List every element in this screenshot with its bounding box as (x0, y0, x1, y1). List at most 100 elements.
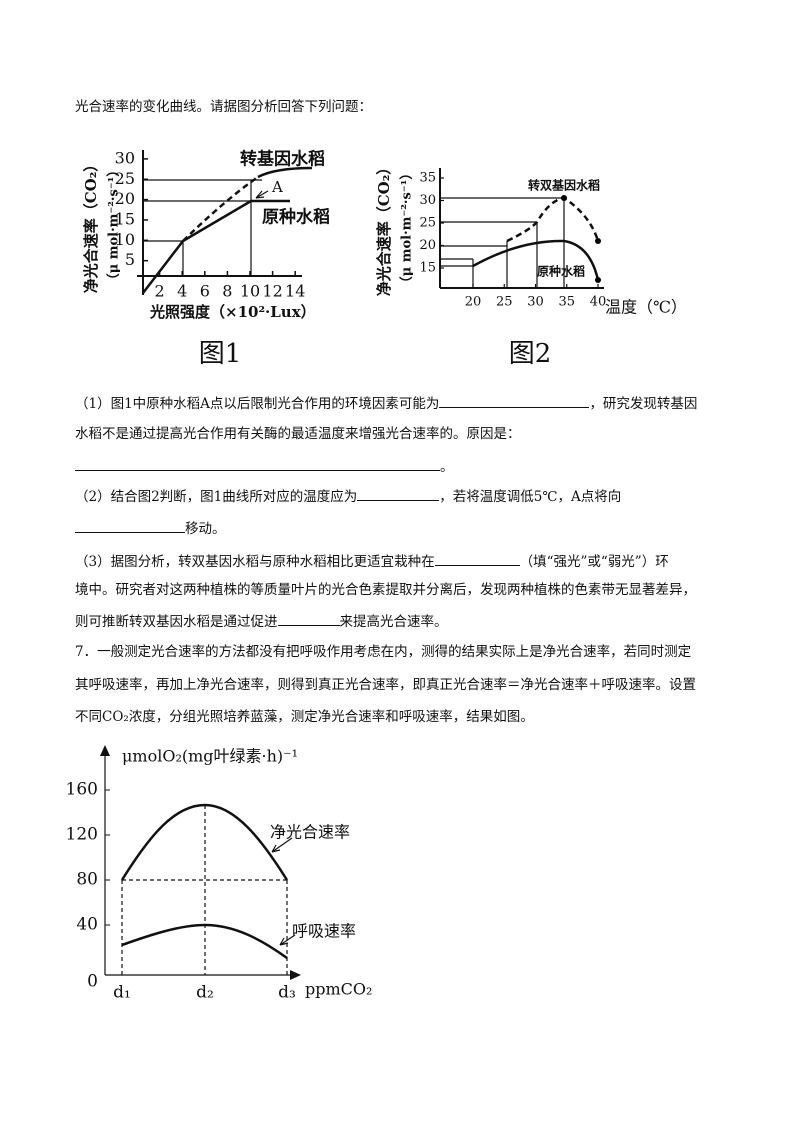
caption: 图1 (199, 339, 242, 369)
curve-label: 呼吸速率 (292, 922, 356, 941)
text: 不同CO₂浓度，分组光照培养蓝藻，测定净光合速率和呼吸速率，结果如图。 (75, 709, 534, 725)
text-line: （1）图1中原种水稻A点以后限制光合作用的环境因素可能为 ，研究发现转基因 (75, 393, 697, 413)
curve-original (472, 239, 600, 281)
text: （1）图1中原种水稻A点以后限制光合作用的环境因素可能为 (75, 396, 440, 412)
text-line: 境中。研究者对这两种植株的等质量叶片的光合色素提取并分离后，发现两种植株的色素带… (75, 581, 696, 599)
y-tick-label: 25 (419, 216, 436, 231)
x-tick-label: d₁ (113, 983, 131, 1003)
y-axis-unit: （μ mol·m⁻²·s⁻¹） (399, 167, 415, 290)
x-tick-label: 14 (285, 282, 305, 301)
curve-label: 转基因水稻 (240, 149, 325, 170)
x-tick-label: 2 (155, 282, 165, 301)
curve-label: 净光合速率 (270, 823, 350, 842)
text: （2）结合图2判断，图1曲线所对应的温度应为 (75, 489, 358, 505)
point (595, 238, 601, 244)
figure-3: μmolO₂(mg叶绿素·h)⁻¹ ppmCO₂ 净光合速率 呼吸速率 160 1… (66, 745, 372, 1003)
curve-label: 转双基因水稻 (528, 178, 600, 193)
x-tick-label: d₂ (196, 983, 214, 1003)
y-axis-label: μmolO₂(mg叶绿素·h)⁻¹ (122, 747, 298, 766)
x-tick-label: 6 (200, 282, 210, 301)
caption: 图2 (509, 339, 552, 369)
text: 7．一般测定光合速率的方法都没有把呼吸作用考虑在内，测得的结果实际上是净光合速率… (75, 644, 692, 660)
x-tick-label: 10 (240, 282, 260, 301)
text-line: （3）据图分析，转双基因水稻与原种水稻相比更适宜栽种在 （填“强光”或“弱光”）环 (75, 551, 669, 571)
y-tick-label: 0 (87, 972, 98, 992)
y-tick-label: 15 (115, 209, 135, 228)
text-line: （2）结合图2判断，图1曲线所对应的温度应为 ，若将温度调低5℃，A点将向 (75, 486, 621, 506)
text-line: 7．一般测定光合速率的方法都没有把呼吸作用考虑在内，测得的结果实际上是净光合速率… (75, 643, 691, 661)
curve-transgenic (182, 175, 259, 242)
arrow-head (290, 970, 301, 980)
text: 境中。研究者对这两种植株的等质量叶片的光合色素提取并分离后，发现两种植株的色素带… (75, 582, 696, 598)
y-tick-label: 20 (115, 189, 135, 208)
figure-2: 净光合速率（CO₂） （μ mol·m⁻²·s⁻¹） 转双基因水稻 原种水稻 温… (375, 160, 687, 369)
curve-transgenic (257, 166, 313, 179)
blank (439, 393, 590, 408)
blank (357, 486, 440, 501)
curve-label: 原种水稻 (262, 207, 330, 228)
text-line: 不同CO₂浓度，分组光照培养蓝藻，测定净光合速率和呼吸速率，结果如图。 (75, 708, 534, 726)
x-tick-label: d₃ (278, 983, 296, 1003)
text-line: 。 (75, 456, 454, 476)
y-tick-label: 30 (419, 193, 436, 208)
y-axis-unit: （μ mol·m⁻²·s⁻¹） (106, 164, 122, 287)
text: （填“强光”或“弱光”）环 (519, 554, 669, 570)
curve-net (120, 803, 289, 881)
curve-transgenic (506, 196, 600, 243)
text-line: 其呼吸速率，再加上净光合速率，则得到真正光合速率，即真正光合速率＝净光合速率＋呼… (75, 676, 696, 694)
x-tick-label: 20 (465, 295, 482, 310)
blank (434, 551, 520, 566)
y-tick-label: 80 (76, 870, 98, 890)
y-tick-label: 35 (419, 171, 436, 186)
figure-1: 净光合速率（CO₂） （μ mol·m⁻²·s⁻¹） 转基因水稻 A 原种水稻 … (82, 148, 330, 369)
y-axis-label: 净光合速率（CO₂） (82, 157, 100, 294)
point (561, 195, 567, 201)
point-label: A (271, 178, 283, 196)
text: （3）据图分析，转双基因水稻与原种水稻相比更适宜栽种在 (75, 554, 435, 570)
y-tick-label: 160 (66, 780, 98, 800)
x-tick-label: 35 (558, 295, 575, 310)
text: 其呼吸速率，再加上净光合速率，则得到真正光合速率，即真正光合速率＝净光合速率＋呼… (75, 677, 696, 693)
x-axis-label: 光照强度（×10²·Lux） (149, 303, 316, 321)
y-tick-label: 25 (115, 169, 135, 188)
point (595, 277, 601, 283)
curve-label: 原种水稻 (537, 264, 585, 279)
arrow (255, 190, 269, 199)
arrow (271, 837, 293, 853)
text-line: 则可推断转双基因水稻是通过促进 来提高光合速率。 (75, 611, 448, 631)
text-line: 水稻不是通过提高光合作用有关酶的最适温度来增强光合速率的。原因是： (75, 425, 521, 443)
intro: 光合速率的变化曲线。请据图分析回答下列问题： (75, 99, 372, 115)
x-axis-label: ppmCO₂ (305, 980, 372, 999)
y-tick-label: 40 (76, 915, 98, 935)
arrow (279, 934, 296, 946)
arrow-head (100, 745, 110, 756)
text: 来提高光合速率。 (339, 614, 448, 630)
blank (75, 518, 185, 533)
blank (277, 611, 340, 626)
text-line: 移动。 (75, 518, 226, 538)
text: ，若将温度调低5℃，A点将向 (439, 489, 622, 505)
x-tick-label: 25 (496, 295, 513, 310)
text: 则可推断转双基因水稻是通过促进 (75, 614, 278, 630)
y-tick-label: 120 (66, 825, 98, 845)
text: 移动。 (185, 521, 226, 537)
y-tick-label: 5 (125, 250, 135, 269)
text: 水稻不是通过提高光合作用有关酶的最适温度来增强光合速率的。原因是： (75, 426, 521, 442)
y-tick-label: 15 (419, 261, 436, 276)
y-axis-label: 净光合速率（CO₂） (375, 160, 393, 297)
x-tick-label: 12 (262, 282, 282, 301)
blank (75, 456, 440, 471)
x-tick-label: 8 (222, 282, 232, 301)
text: ，研究发现转基因 (589, 396, 698, 412)
x-axis-label: 温度（℃） (605, 298, 687, 317)
curve-respiration (121, 923, 288, 960)
x-tick-label: 40 (590, 295, 607, 310)
curve-original (142, 199, 290, 294)
y-tick-label: 30 (115, 148, 135, 167)
text: 。 (440, 459, 454, 475)
y-tick-label: 20 (419, 238, 436, 253)
y-tick-label: 10 (115, 230, 135, 249)
x-tick-label: 4 (177, 282, 187, 301)
